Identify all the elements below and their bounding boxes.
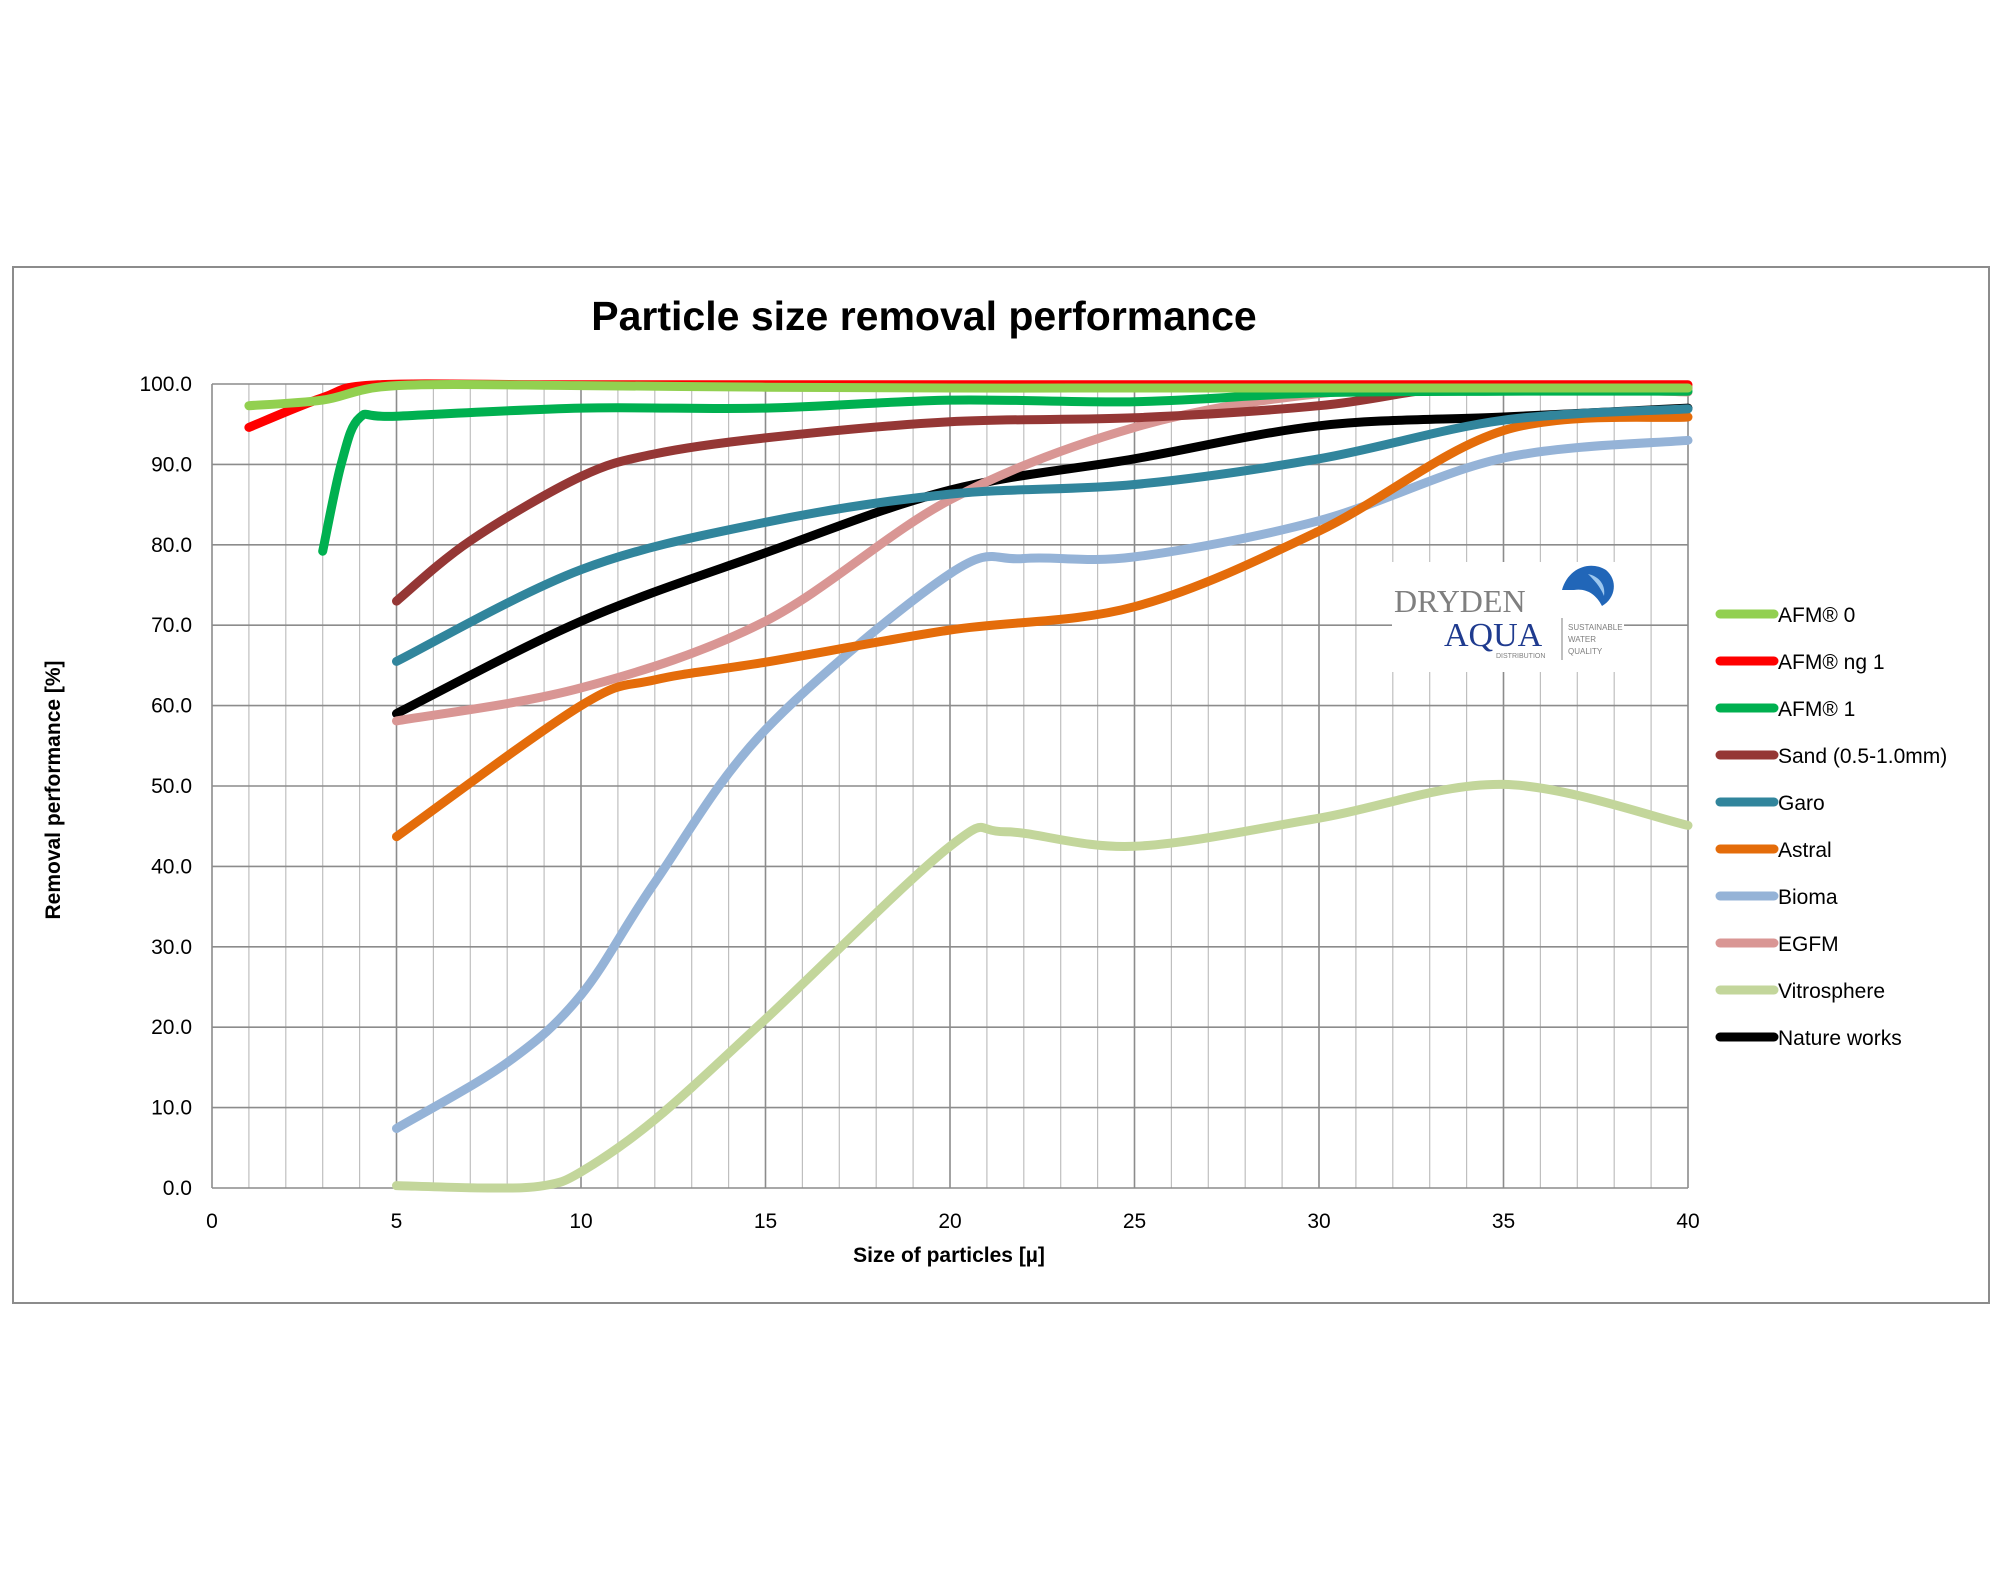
x-tick-label: 5 bbox=[391, 1210, 403, 1233]
legend-label: AFM® ng 1 bbox=[1778, 651, 1885, 674]
axis-labels: 0 5 10 15 20 25 30 35 40 0.0 10.0 20.0 30.0 40.0 50.0 6… bbox=[139, 373, 1699, 1233]
series-line-astral bbox=[392, 412, 1693, 842]
y-tick-label: 50.0 bbox=[151, 775, 192, 798]
water-drop-highlight-icon bbox=[1588, 574, 1605, 596]
y-tick-label: 30.0 bbox=[151, 936, 192, 959]
legend-label: EGFM bbox=[1778, 933, 1839, 956]
y-tick-label: 40.0 bbox=[151, 855, 192, 878]
legend: AFM® 0 AFM® ng 1 AFM® 1 Sand (0.5-1.0mm) Gar… bbox=[1715, 604, 1947, 1050]
x-tick-label: 0 bbox=[206, 1210, 218, 1233]
x-axis-title: Size of particles [µ] bbox=[853, 1244, 1045, 1267]
logo-tagline-2: WATER bbox=[1568, 635, 1596, 644]
x-tick-label: 15 bbox=[754, 1210, 777, 1233]
legend-label: Astral bbox=[1778, 839, 1832, 862]
water-drop-icon bbox=[1562, 565, 1614, 606]
chart-svg: Particle size removal performance 0 5 10 15… bbox=[42, 293, 1947, 1267]
legend-label: Vitrosphere bbox=[1778, 980, 1885, 1003]
logo-tagline-1: SUSTAINABLE bbox=[1568, 623, 1623, 632]
y-tick-label: 10.0 bbox=[151, 1097, 192, 1120]
legend-label: Garo bbox=[1778, 792, 1825, 815]
series-layer bbox=[244, 379, 1693, 1193]
y-tick-label: 70.0 bbox=[151, 614, 192, 637]
y-tick-label: 0.0 bbox=[163, 1177, 192, 1200]
y-tick-label: 100.0 bbox=[139, 373, 192, 396]
legend-label: AFM® 1 bbox=[1778, 698, 1855, 721]
x-tick-label: 25 bbox=[1123, 1210, 1146, 1233]
logo-tagline-3: QUALITY bbox=[1568, 647, 1603, 656]
series-line-bioma bbox=[392, 435, 1693, 1133]
y-axis-title: Removal performance [%] bbox=[42, 660, 65, 919]
x-tick-label: 30 bbox=[1307, 1210, 1330, 1233]
x-tick-label: 40 bbox=[1676, 1210, 1699, 1233]
series-line-vitrosphere bbox=[392, 779, 1693, 1193]
dryden-aqua-logo: DRYDEN AQUA DISTRIBUTION SUSTAINABLE WAT… bbox=[1392, 562, 1624, 672]
legend-label: Nature works bbox=[1778, 1027, 1902, 1050]
series-line-garo bbox=[392, 404, 1693, 666]
y-tick-label: 90.0 bbox=[151, 453, 192, 476]
chart-title: Particle size removal performance bbox=[591, 293, 1256, 339]
y-tick-label: 60.0 bbox=[151, 695, 192, 718]
series-line-afm-0 bbox=[244, 379, 1693, 411]
logo-brand-line1: DRYDEN bbox=[1394, 583, 1526, 619]
logo-sub-line: DISTRIBUTION bbox=[1496, 653, 1545, 660]
legend-label: Bioma bbox=[1778, 886, 1838, 909]
y-tick-label: 80.0 bbox=[151, 534, 192, 557]
legend-label: AFM® 0 bbox=[1778, 604, 1855, 627]
y-tick-label: 20.0 bbox=[151, 1016, 192, 1039]
x-tick-label: 35 bbox=[1492, 1210, 1515, 1233]
chart-frame: Particle size removal performance 0 5 10 15… bbox=[12, 266, 1990, 1304]
x-tick-label: 10 bbox=[569, 1210, 592, 1233]
logo-brand-line2: AQUA bbox=[1444, 617, 1543, 654]
x-tick-label: 20 bbox=[938, 1210, 961, 1233]
series-line-nature-works bbox=[392, 403, 1693, 719]
legend-label: Sand (0.5-1.0mm) bbox=[1778, 745, 1947, 768]
